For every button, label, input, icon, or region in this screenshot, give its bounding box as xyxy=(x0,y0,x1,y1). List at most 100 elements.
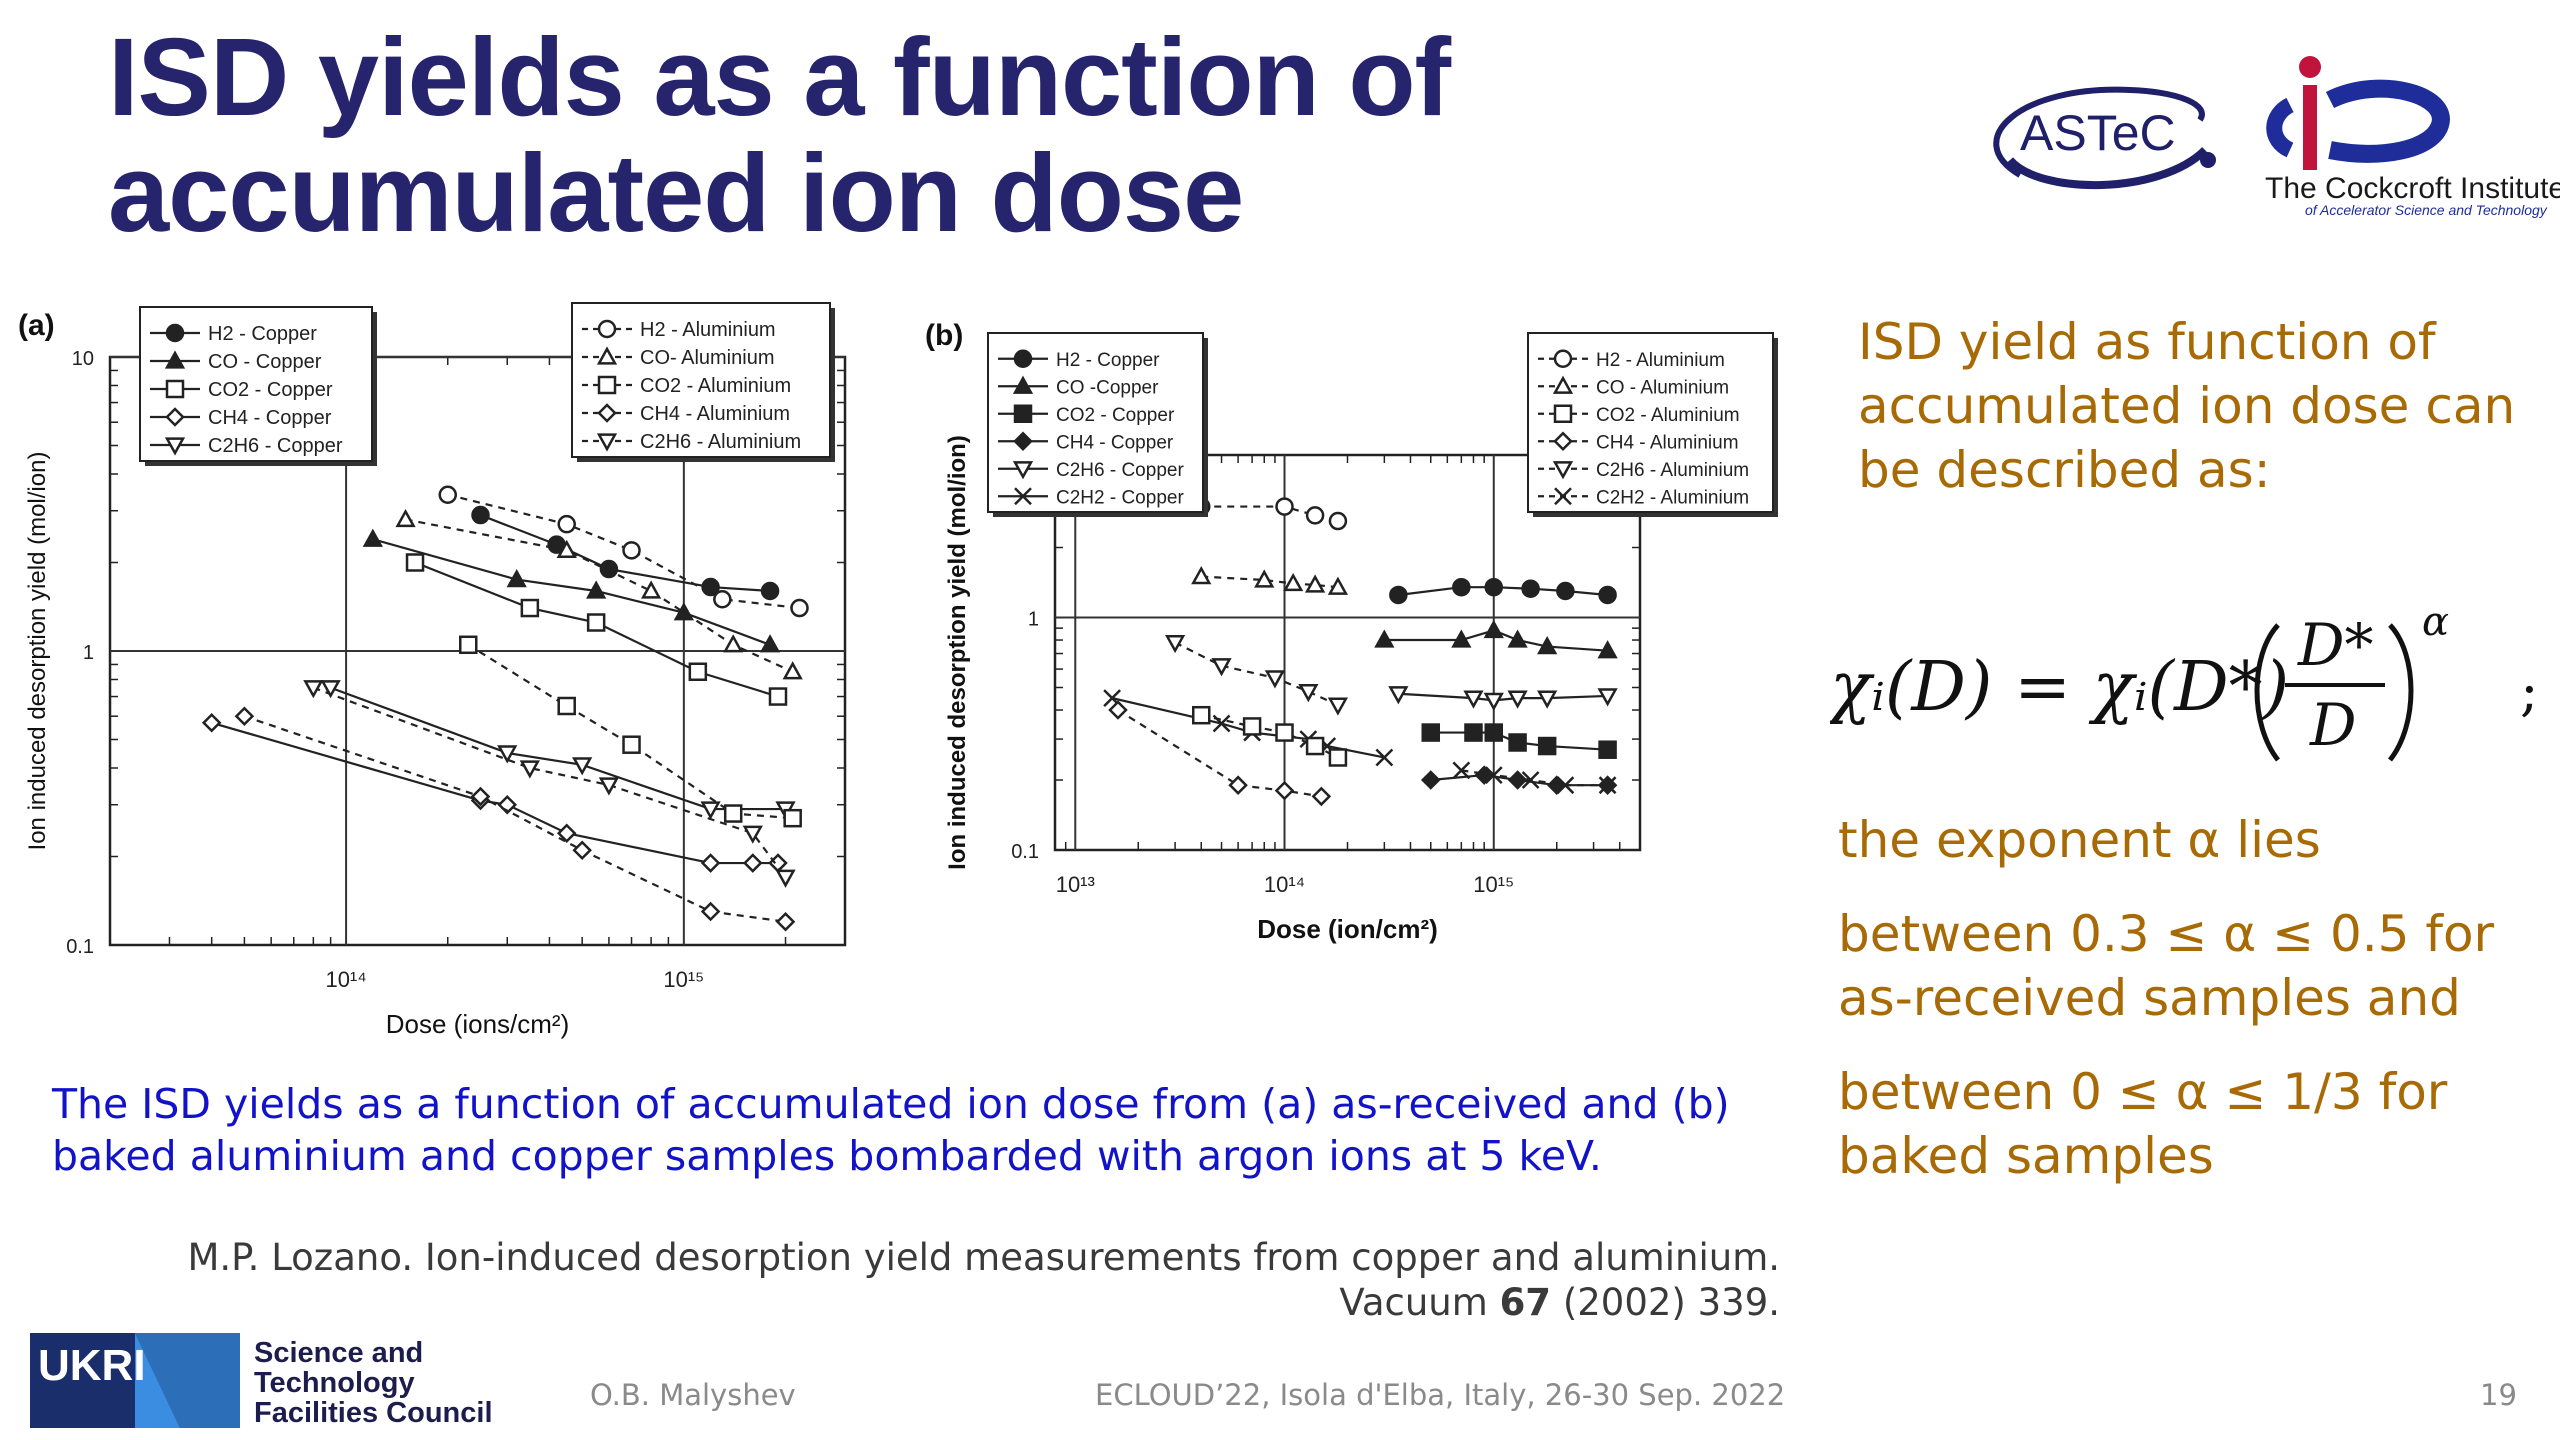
legend-entry: CO2 - Aluminium xyxy=(1596,405,1740,426)
data-point xyxy=(1537,635,1558,655)
series-line xyxy=(1398,692,1608,702)
data-point xyxy=(1452,577,1471,597)
data-point xyxy=(723,634,744,653)
exponent-line: the exponent α lies xyxy=(1838,811,2321,869)
baked-range: between 0 ≤ α ≤ 1/3 for baked samples xyxy=(1838,1063,2448,1185)
legend-entry: CO- Aluminium xyxy=(640,347,774,369)
data-point xyxy=(1164,634,1186,654)
data-point xyxy=(1283,572,1304,592)
legend-entry: CO -Copper xyxy=(1056,377,1159,398)
reference-line-2: Vacuum 67 (2002) 339. xyxy=(150,1280,1780,1325)
legend-entry: H2 - Copper xyxy=(208,323,317,345)
cockcroft-dot-icon xyxy=(2299,56,2321,78)
data-point xyxy=(1389,585,1408,605)
data-point xyxy=(362,528,383,547)
cockcroft-logo: The Cockcroft Institute of Accelerator S… xyxy=(2265,56,2560,218)
data-point xyxy=(497,794,518,815)
data-point xyxy=(768,853,788,873)
footer-page-number: 19 xyxy=(2480,1378,2517,1412)
title-line-2: accumulated ion dose xyxy=(108,132,1244,255)
legend-marker xyxy=(1012,461,1034,480)
data-point xyxy=(556,539,577,558)
series-co2-aluminium xyxy=(459,635,802,828)
series-co-aluminium xyxy=(395,508,803,680)
data-point xyxy=(1374,629,1395,648)
as-received-range: between 0.3 ≤ α ≤ 0.5 for as-received sa… xyxy=(1838,905,2495,1027)
series-c2h6-aluminium xyxy=(303,680,796,888)
data-point xyxy=(700,901,721,922)
data-point xyxy=(471,505,490,525)
panel-label: (a) xyxy=(18,309,55,342)
reference-year-page: (2002) 339. xyxy=(1551,1281,1780,1324)
legend-marker xyxy=(597,375,617,395)
formula-right-paren xyxy=(2388,623,2414,762)
series-ch4-aluminium xyxy=(234,706,796,932)
data-point xyxy=(1464,723,1483,742)
chart-panel-b: (b) 10¹³ 10¹⁴ 10¹⁵ 0.1 1 Dose (ion/cm²) Ion ind… xyxy=(925,319,1778,944)
data-point xyxy=(1598,585,1617,605)
formula-left-paren xyxy=(2254,623,2280,762)
data-point xyxy=(743,853,763,873)
data-point xyxy=(1546,775,1567,795)
data-point xyxy=(1537,690,1558,709)
series-co2-copper xyxy=(405,553,788,706)
series-line xyxy=(467,643,793,820)
data-point xyxy=(1327,697,1349,716)
legend-marker xyxy=(1013,404,1033,423)
data-point xyxy=(1483,619,1504,639)
reference: M.P. Lozano. Ion-induced desorption yiel… xyxy=(150,1235,1780,1325)
y-tick-label: 0.1 xyxy=(1011,841,1039,863)
y-tick-label: 1 xyxy=(83,642,94,664)
stfc-line-3: Facilities Council xyxy=(254,1397,493,1429)
data-point xyxy=(586,580,607,599)
data-point xyxy=(1598,776,1617,795)
legend-marker xyxy=(597,319,617,339)
data-point xyxy=(470,786,491,807)
data-point xyxy=(700,801,721,820)
reference-volume: 67 xyxy=(1499,1281,1552,1324)
data-point xyxy=(438,485,458,504)
legend-entry: CH4 - Copper xyxy=(1056,432,1174,453)
data-point xyxy=(1275,497,1294,516)
data-point xyxy=(395,508,416,528)
data-point xyxy=(1507,629,1528,648)
legend-marker xyxy=(1013,431,1033,452)
data-point xyxy=(688,662,708,682)
series-ch4-copper xyxy=(201,713,788,873)
series-co-copper xyxy=(1374,619,1618,659)
data-point xyxy=(640,580,662,599)
data-point xyxy=(1451,629,1472,648)
legend-marker xyxy=(164,350,186,369)
legend-entry: CH4 - Copper xyxy=(208,407,332,429)
legend-entry: CO - Copper xyxy=(208,351,322,373)
formula-numerator: D* xyxy=(2297,611,2374,679)
data-point xyxy=(506,568,527,588)
legend-marker xyxy=(1553,431,1573,452)
data-point xyxy=(1597,640,1618,659)
data-point xyxy=(713,589,732,609)
legend-entry: C2H6 - Aluminium xyxy=(640,431,801,453)
series-line xyxy=(1398,586,1608,597)
stfc-line-1: Science and xyxy=(254,1337,424,1369)
data-point xyxy=(1508,733,1527,752)
caption-line-1: The ISD yields as a function of accumula… xyxy=(52,1080,1730,1128)
legend-marker xyxy=(1552,461,1574,480)
y-tick-label: 10 xyxy=(72,348,94,370)
chart-panel-a: (a) 10¹⁴ 10¹⁵ 0.1 1 10 Dose (ions/cm²) Ion indu… xyxy=(18,302,847,1039)
legend-entry: C2H6 - Aluminium xyxy=(1596,460,1749,481)
x-tick-label: 10¹³ xyxy=(1056,872,1095,897)
data-point xyxy=(1311,786,1332,807)
legend-marker xyxy=(1554,487,1572,506)
footer-event: ECLOUD’22, Isola d'Elba, Italy, 26-30 Se… xyxy=(1095,1378,1786,1412)
caption-line-2: baked aluminium and copper samples bomba… xyxy=(52,1132,1602,1180)
legend-entry: CH4 - Aluminium xyxy=(640,403,790,425)
data-point xyxy=(1597,688,1618,707)
data-point xyxy=(775,911,796,932)
ukri-logo-text: UKRI xyxy=(38,1341,146,1390)
data-point xyxy=(599,559,619,579)
series-line xyxy=(312,686,787,878)
data-point xyxy=(1328,748,1348,767)
data-point xyxy=(1463,690,1484,709)
series-h2-copper xyxy=(471,505,780,601)
series-c2h2-aluminium xyxy=(1452,761,1617,795)
